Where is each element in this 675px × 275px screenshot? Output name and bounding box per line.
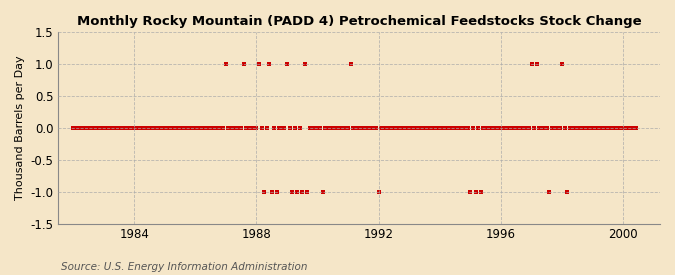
Title: Monthly Rocky Mountain (PADD 4) Petrochemical Feedstocks Stock Change: Monthly Rocky Mountain (PADD 4) Petroche… <box>76 15 641 28</box>
Text: Source: U.S. Energy Information Administration: Source: U.S. Energy Information Administ… <box>61 262 307 272</box>
Y-axis label: Thousand Barrels per Day: Thousand Barrels per Day <box>15 56 25 200</box>
